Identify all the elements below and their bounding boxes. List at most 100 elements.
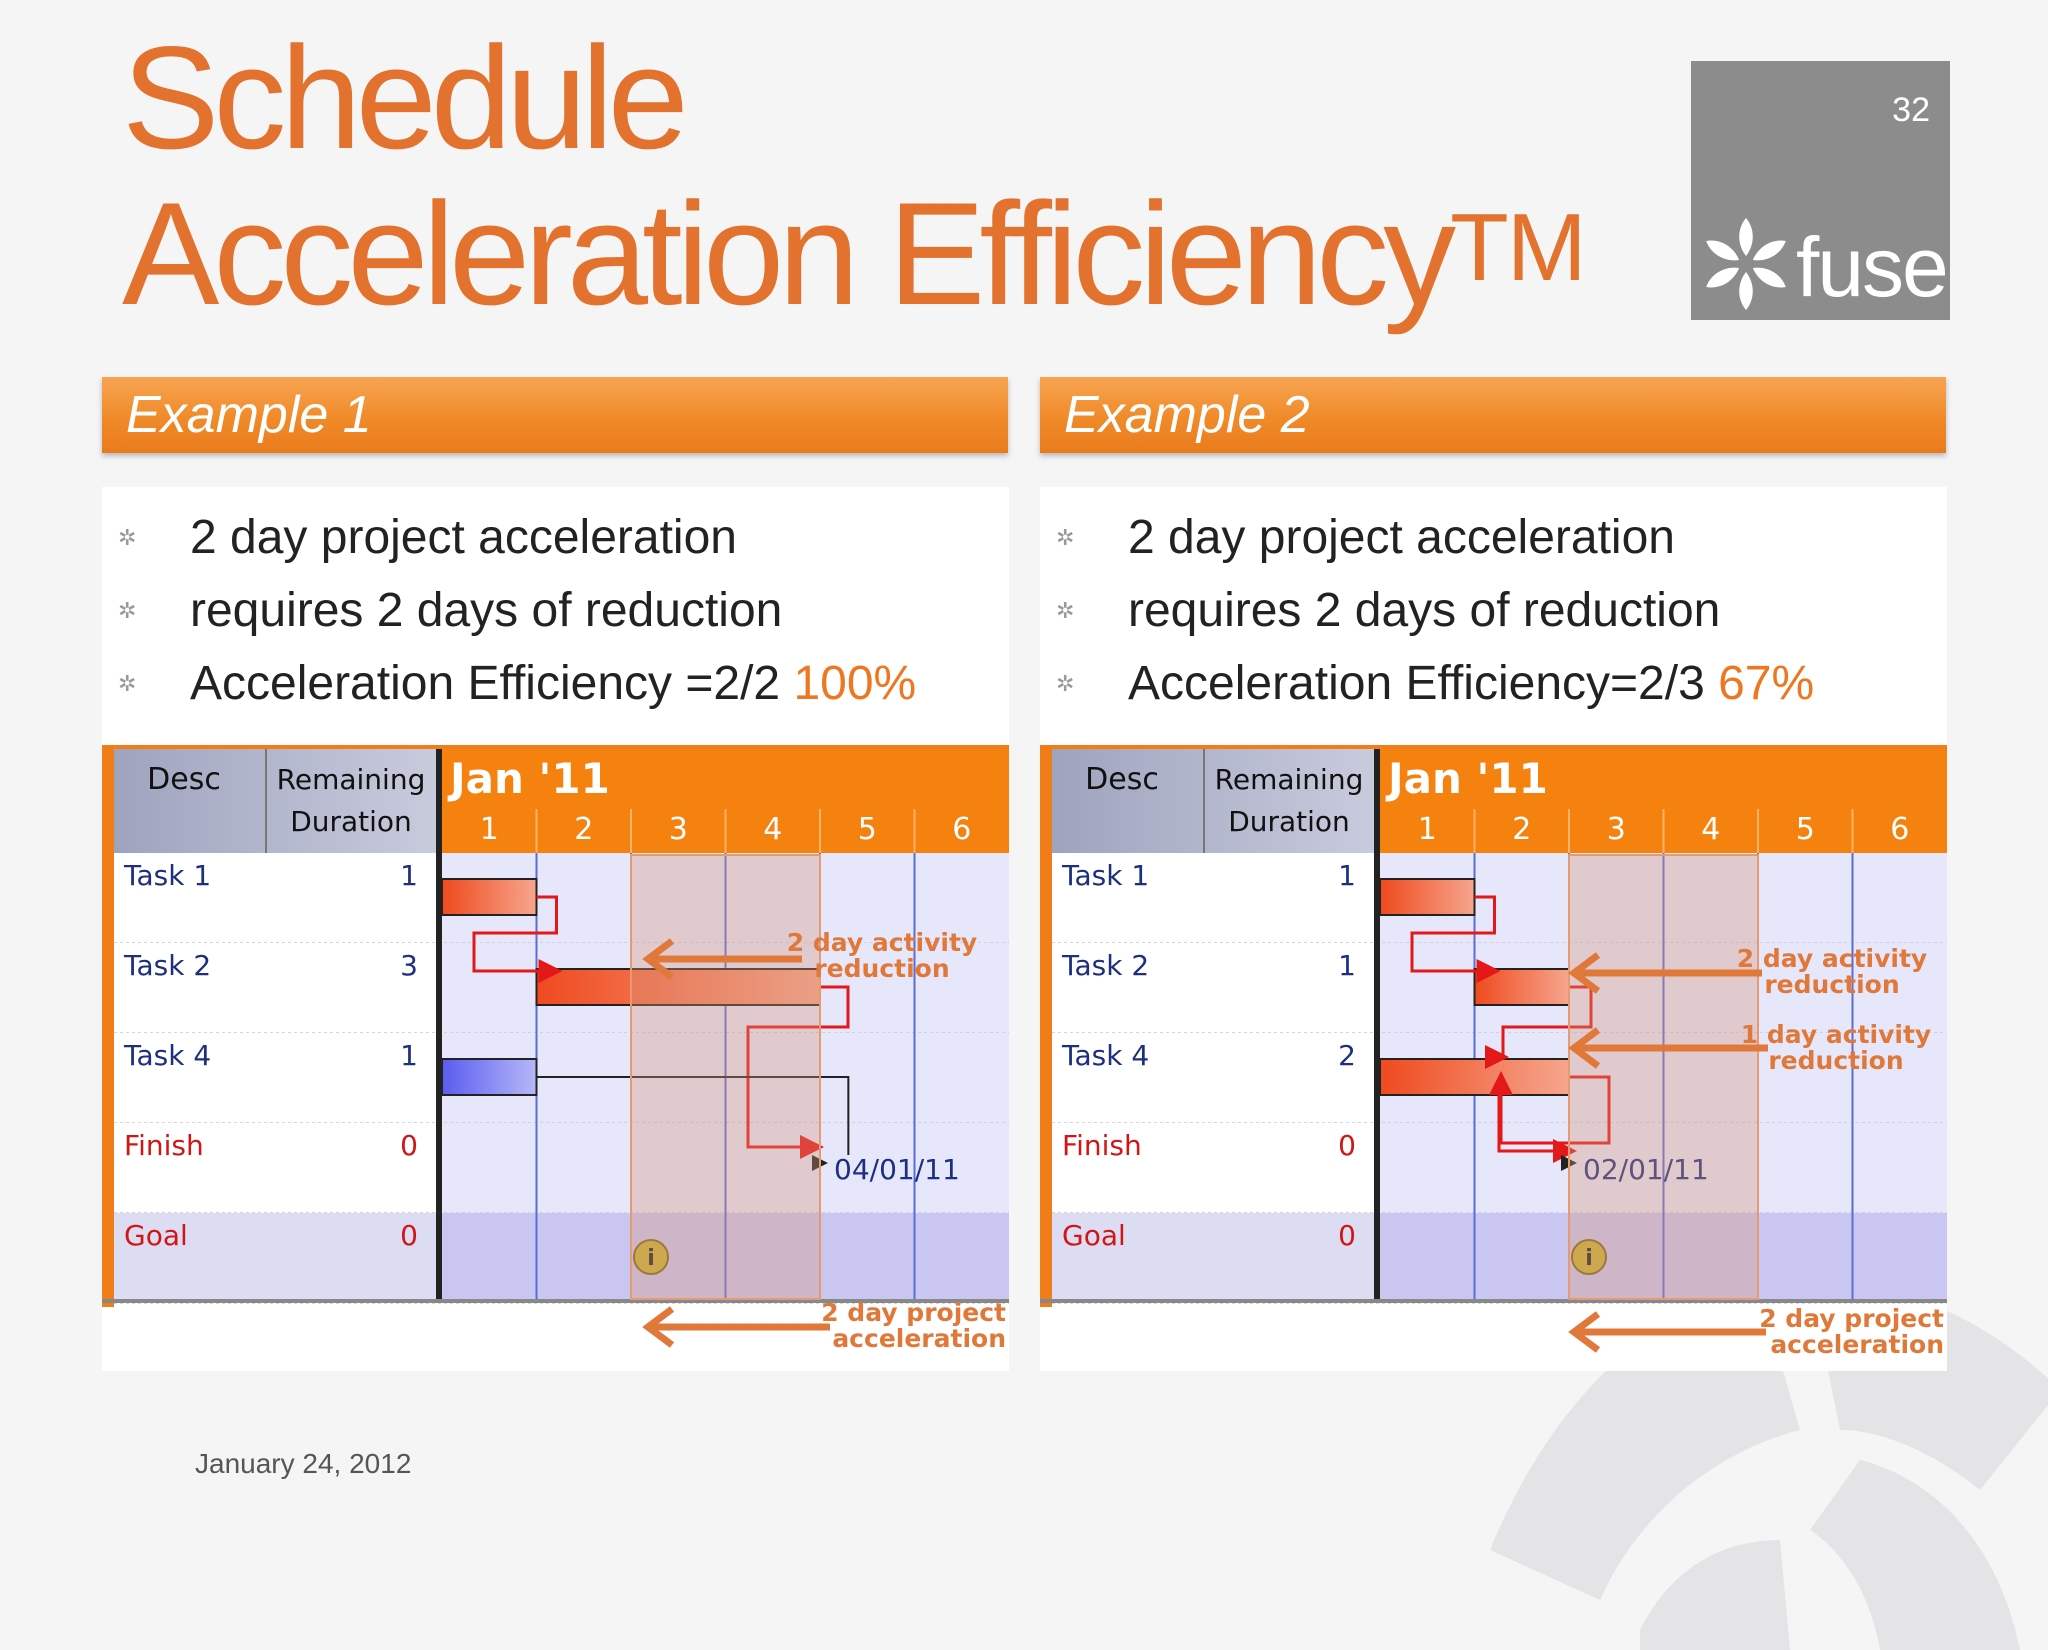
goal-info-icon: [633, 1239, 669, 1275]
example-2-header: Example 2: [1040, 377, 1946, 453]
rem-cell: [1204, 1123, 1374, 1213]
gantt-top-border: [102, 745, 1009, 749]
reduction-label-line1: 2 day activity: [1737, 944, 1927, 973]
dependency-link: [1410, 895, 1501, 983]
bullet: ✲ requires 2 days of reduction: [1040, 574, 1947, 647]
goal-info-icon-glyph: i: [1585, 1246, 1593, 1271]
reduction-arrow-2-head: [1568, 1027, 1601, 1069]
gantt-header-bg: [1040, 749, 1380, 853]
desc-cell: [1052, 1033, 1204, 1123]
task-desc: Task 2: [123, 949, 211, 982]
bullet-text: requires 2 days of reduction: [190, 584, 783, 637]
day-label: 5: [1796, 812, 1815, 847]
fuse-logo-box: 32 fuse: [1691, 61, 1950, 320]
task-remaining: 2: [1338, 1039, 1356, 1072]
task-bar: [441, 1058, 538, 1096]
bullet-text: Acceleration Efficiency=2/3: [1128, 657, 1719, 710]
logo-wordmark: fuse: [1796, 220, 1949, 314]
bullet-star-icon: ✲: [118, 525, 137, 550]
task-remaining: 0: [1338, 1219, 1356, 1252]
bullet-star-icon: ✲: [1056, 525, 1075, 550]
gantt-left-strip: [1040, 749, 1052, 1307]
grid-separator: [436, 749, 442, 1303]
day-label: 1: [1418, 812, 1437, 847]
example-2-panel: ✲ 2 day project acceleration ✲ requires 2 …: [1040, 487, 1947, 1371]
task-desc: Task 2: [1061, 949, 1149, 982]
task-desc: Task 4: [123, 1039, 211, 1072]
acceleration-arrow-head: [1568, 1311, 1601, 1353]
rem-cell: [266, 1213, 436, 1303]
slide-title: Schedule Acceleration EfficiencyTM: [122, 20, 1587, 332]
efficiency-value: 100%: [793, 657, 917, 710]
gantt-left-strip: [102, 749, 114, 1307]
finish-date: 02/01/11: [1583, 1153, 1709, 1186]
bullet-star-icon: ✲: [118, 671, 137, 696]
col-header-duration: Duration: [290, 805, 412, 838]
bullet-star-icon: ✲: [118, 598, 137, 623]
rem-cell: [266, 943, 436, 1033]
day-label: 3: [669, 812, 688, 847]
task-bar: [1379, 878, 1476, 916]
task-remaining: 0: [400, 1219, 418, 1252]
dependency-link: [746, 985, 850, 1159]
day-label: 6: [952, 812, 971, 847]
gantt-bottom-border: [102, 1299, 1009, 1303]
task-desc: Finish: [124, 1129, 204, 1162]
finish-date: 04/01/11: [834, 1153, 960, 1186]
example-1-header: Example 1: [102, 377, 1008, 453]
bullet-text: Acceleration Efficiency =2/2: [190, 657, 794, 710]
example-2-bullets: ✲ 2 day project acceleration ✲ requires 2 …: [1040, 501, 1947, 720]
goal-info-icon: [1571, 1239, 1607, 1275]
example-1-bullets: ✲ 2 day project acceleration ✲ requires 2 …: [102, 501, 1009, 720]
task-desc: Task 4: [1061, 1039, 1149, 1072]
day-label: 1: [480, 812, 499, 847]
bullet: ✲ requires 2 days of reduction: [102, 574, 1009, 647]
task-remaining: 0: [1338, 1129, 1356, 1162]
rem-cell: [266, 853, 436, 943]
day-label: 3: [1607, 812, 1626, 847]
dependency-link: [1489, 1071, 1611, 1145]
task-bar: [1473, 968, 1570, 1006]
acceleration-arrow-head: [642, 1306, 675, 1348]
rem-cell: [1204, 943, 1374, 1033]
rem-cell: [266, 1123, 436, 1213]
bullet-star-icon: ✲: [1056, 598, 1075, 623]
rem-cell: [1204, 1213, 1374, 1303]
col-header-desc: Desc: [147, 762, 221, 797]
desc-cell: [1052, 943, 1204, 1033]
gantt-header-bg: [102, 749, 442, 853]
task-remaining: 1: [400, 859, 418, 892]
acceleration-label-line1: 2 day project: [1759, 1304, 1944, 1333]
task-desc: Task 1: [1061, 859, 1149, 892]
slide-date: January 24, 2012: [195, 1448, 412, 1479]
desc-cell: [114, 1213, 266, 1303]
bullet: ✲ 2 day project acceleration: [102, 501, 1009, 574]
flower-logo-icon: [1706, 218, 1786, 310]
task-remaining: 3: [400, 949, 418, 982]
desc-cell: [114, 1123, 266, 1213]
day-label: 5: [858, 812, 877, 847]
reduction-shade: [1568, 854, 1759, 1300]
task-bar: [441, 878, 538, 916]
task-bar: [535, 968, 821, 1006]
desc-cell: [114, 943, 266, 1033]
reduction-arrow-head: [1568, 952, 1601, 994]
bullet: ✲ Acceleration Efficiency=2/3 67%: [1040, 647, 1947, 720]
dependency-link: [1497, 1095, 1577, 1163]
goal-info-icon-glyph: i: [647, 1246, 655, 1271]
dependency-link: [536, 1076, 850, 1155]
task-desc: Goal: [1062, 1219, 1126, 1252]
acceleration-label-line1: 2 day project: [821, 1298, 1006, 1327]
reduction-arrow-head: [642, 938, 675, 980]
gantt-bottom-border: [1040, 1299, 1947, 1303]
col-header-desc: Desc: [1085, 762, 1159, 797]
bullet-star-icon: ✲: [1056, 671, 1075, 696]
reduction-label-2-line1: 1 day activity: [1741, 1020, 1931, 1049]
desc-cell: [1052, 1123, 1204, 1213]
month-label: Jan '11: [447, 754, 610, 803]
page-number: 32: [1892, 91, 1930, 129]
bullet: ✲ Acceleration Efficiency =2/2 100%: [102, 647, 1009, 720]
col-header-duration: Duration: [1228, 805, 1350, 838]
task-remaining: 1: [400, 1039, 418, 1072]
month-label: Jan '11: [1385, 754, 1548, 803]
